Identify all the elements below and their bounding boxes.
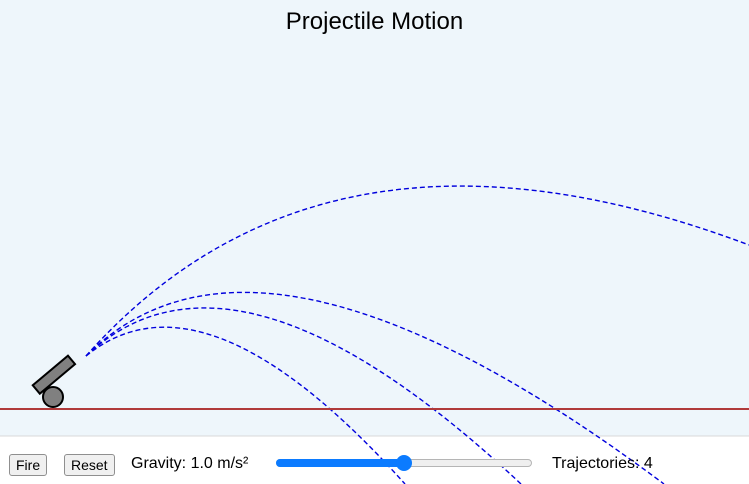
slider-thumb[interactable] (396, 455, 412, 471)
gravity-label: Gravity: 1.0 m/s² (131, 455, 248, 473)
reset-button[interactable]: Reset (64, 454, 115, 476)
fire-button[interactable]: Fire (9, 454, 47, 476)
slider-fill (276, 459, 404, 467)
trajectories-count: Trajectories: 4 (552, 455, 653, 473)
gravity-slider[interactable] (276, 459, 532, 469)
page-title: Projectile Motion (0, 8, 749, 36)
sky-area (0, 0, 749, 436)
control-bar: Fire Reset Gravity: 1.0 m/s² Trajectorie… (0, 450, 749, 480)
